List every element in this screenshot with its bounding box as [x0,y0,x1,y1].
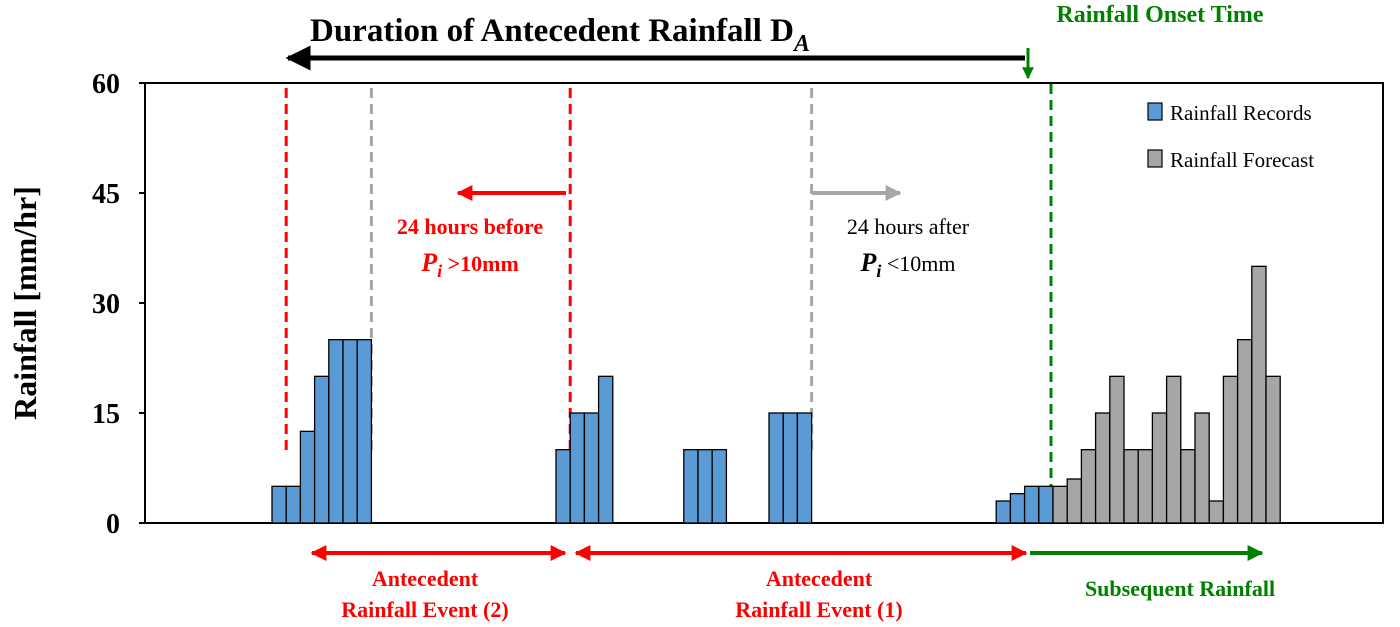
bar-record [342,339,358,524]
bar-record [313,375,330,524]
y-tick-label: 0 [106,509,120,540]
bar-forecast [1208,500,1225,524]
bar-record [356,339,373,524]
bar-forecast [1194,412,1210,524]
bar-record [796,412,813,524]
bar-forecast [1080,449,1097,524]
chart-title: Duration of Antecedent Rainfall DA [310,13,810,57]
bar-forecast [1066,478,1083,524]
legend-swatch-forecast [1147,149,1163,168]
bar-forecast [1251,265,1267,524]
event2-label-line2: Rainfall Event (2) [341,597,508,622]
event1-label-line2: Rainfall Event (1) [735,597,902,622]
bar-forecast [1222,375,1239,524]
bar-forecast [1165,375,1182,524]
bar-record [683,449,699,524]
bar-forecast [1137,449,1154,524]
bar-record [1038,485,1054,524]
bar-forecast [1180,449,1196,524]
bar-record [299,430,316,524]
subsequent-label: Subsequent Rainfall [1085,576,1275,601]
legend-swatch-records [1147,102,1163,121]
y-tick-label: 60 [92,69,120,100]
bar-record [1009,493,1026,524]
legend: Rainfall Records Rainfall Forecast [1147,101,1314,172]
y-tick-label: 30 [92,289,120,320]
bar-forecast [1109,375,1125,524]
bar-forecast [1236,339,1253,524]
event1-label-line1: Antecedent [766,566,873,591]
y-tick-label: 45 [92,179,120,210]
bar-forecast [1151,412,1168,524]
bars [271,265,1281,524]
bar-record [583,412,600,524]
onset-label: Rainfall Onset Time [1056,2,1263,28]
bar-record [328,339,344,524]
event2-label-line1: Antecedent [372,566,479,591]
bar-record [271,485,287,524]
bar-record [555,449,571,524]
bar-record [782,412,799,524]
legend-label-forecast: Rainfall Forecast [1170,148,1314,172]
before-annotation-line2: Pi >10mm [420,248,519,281]
legend-label-records: Rainfall Records [1170,101,1312,125]
y-ticks: 0 15 30 45 60 [92,69,145,540]
bar-record [768,412,784,524]
bar-forecast [1123,449,1139,524]
after-annotation-line2: Pi <10mm [859,248,955,281]
bar-forecast [1094,412,1111,524]
bar-record [285,485,302,524]
reference-lines [284,84,1053,523]
bar-forecast [1052,485,1068,524]
after-annotation-line1: 24 hours after [847,214,970,239]
bar-record [711,449,728,524]
bar-record [697,449,713,524]
y-axis-label: Rainfall [mm/hr] [7,186,43,420]
bar-record [1023,485,1040,524]
before-annotation-line1: 24 hours before [397,214,543,239]
bar-record [569,412,586,524]
y-tick-label: 15 [92,399,120,430]
bar-record [995,500,1012,524]
bar-record [597,375,614,524]
bar-forecast [1265,375,1281,524]
